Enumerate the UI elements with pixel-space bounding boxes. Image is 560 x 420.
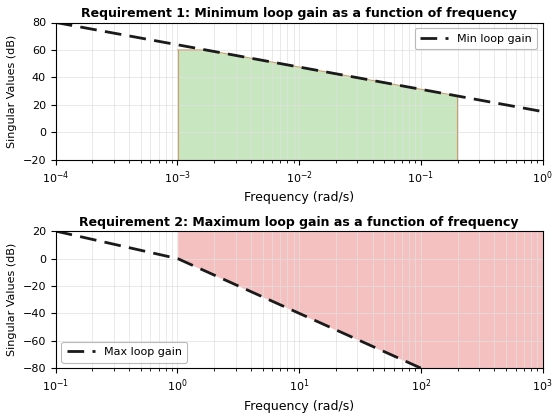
Max loop gain [284,305,291,310]
Legend: Max loop gain: Max loop gain [61,341,187,362]
Min loop gain [53,20,59,25]
Title: Requirement 2: Maximum loop gain as a function of frequency: Requirement 2: Maximum loop gain as a fu… [80,215,519,228]
Line: Max loop gain: Max loop gain [56,231,543,420]
Min loop gain [284,62,291,67]
Max loop gain [316,320,323,325]
Min loop gain [539,109,546,114]
X-axis label: Frequency (rad/s): Frequency (rad/s) [244,400,354,413]
Max loop gain [342,332,349,337]
Y-axis label: Singular Values (dB): Singular Values (dB) [7,34,17,148]
Line: Min loop gain: Min loop gain [56,23,543,112]
Max loop gain [287,307,293,312]
Min loop gain [342,73,349,78]
Min loop gain [528,107,534,112]
Min loop gain [451,93,458,98]
Y-axis label: Singular Values (dB): Singular Values (dB) [7,243,17,356]
X-axis label: Frequency (rad/s): Frequency (rad/s) [244,192,354,205]
Max loop gain [53,228,59,234]
Title: Requirement 1: Minimum loop gain as a function of frequency: Requirement 1: Minimum loop gain as a fu… [81,7,517,20]
Min loop gain [287,63,293,68]
Max loop gain [528,415,534,420]
Min loop gain [316,68,323,73]
Legend: Min loop gain: Min loop gain [414,28,537,49]
Max loop gain [451,381,458,386]
